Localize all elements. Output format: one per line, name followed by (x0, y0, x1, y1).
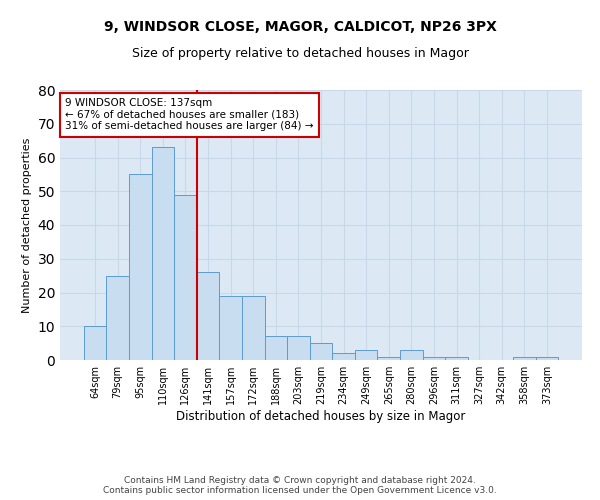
Text: 9, WINDSOR CLOSE, MAGOR, CALDICOT, NP26 3PX: 9, WINDSOR CLOSE, MAGOR, CALDICOT, NP26 … (104, 20, 496, 34)
Bar (287, 336, 310, 360)
Bar (332, 353, 355, 360)
Bar (84, 326, 106, 360)
Bar (242, 296, 265, 360)
Bar (152, 148, 174, 360)
Y-axis label: Number of detached properties: Number of detached properties (22, 138, 32, 312)
Bar (445, 356, 468, 360)
Bar (220, 296, 242, 360)
Bar (513, 356, 536, 360)
Text: Contains HM Land Registry data © Crown copyright and database right 2024.
Contai: Contains HM Land Registry data © Crown c… (103, 476, 497, 495)
Bar (377, 356, 400, 360)
Bar (106, 276, 129, 360)
Bar (197, 272, 220, 360)
Text: 9 WINDSOR CLOSE: 137sqm
← 67% of detached houses are smaller (183)
31% of semi-d: 9 WINDSOR CLOSE: 137sqm ← 67% of detache… (65, 98, 314, 132)
Bar (265, 336, 287, 360)
X-axis label: Distribution of detached houses by size in Magor: Distribution of detached houses by size … (176, 410, 466, 423)
Bar (355, 350, 377, 360)
Bar (422, 356, 445, 360)
Bar (129, 174, 152, 360)
Bar (310, 343, 332, 360)
Bar (400, 350, 422, 360)
Text: Size of property relative to detached houses in Magor: Size of property relative to detached ho… (131, 48, 469, 60)
Bar (536, 356, 558, 360)
Bar (174, 194, 197, 360)
